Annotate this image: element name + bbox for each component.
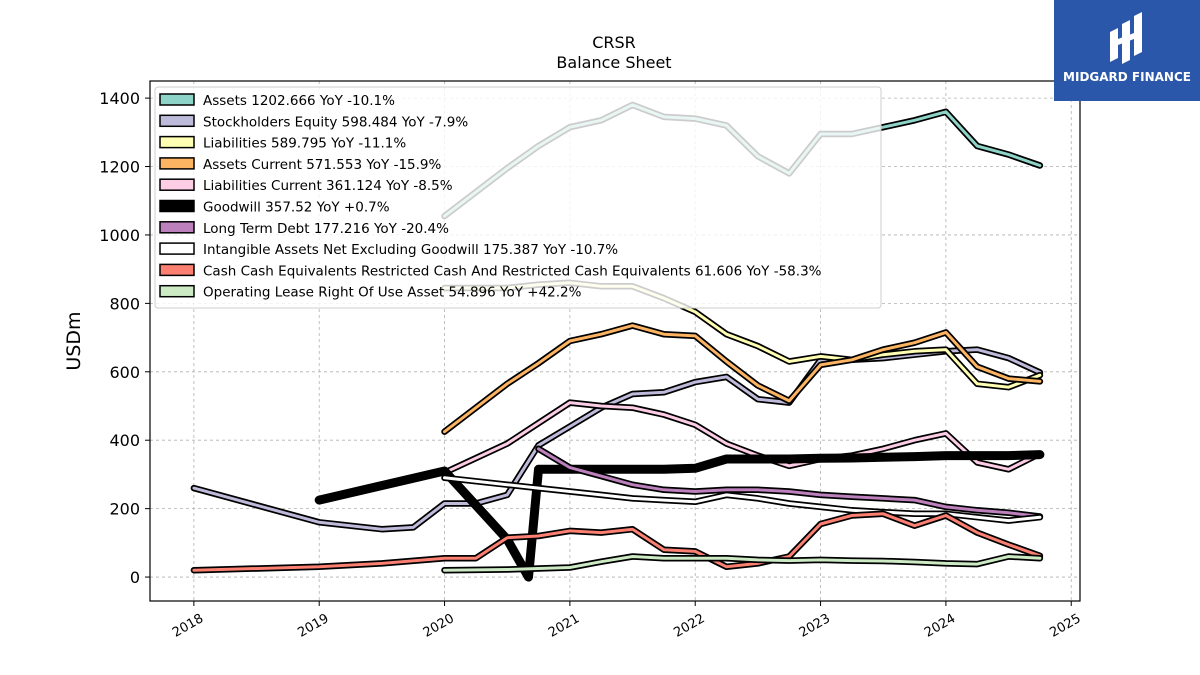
legend-swatch-2 [159,114,195,128]
logo-mark-icon [1110,12,1142,64]
chart-subtitle: Balance Sheet [556,53,671,72]
legend-box [154,86,882,309]
legend-label-6: Goodwill 357.52 YoY +0.7% [203,200,390,216]
legend-swatch-9 [159,263,195,277]
logo-text: MIDGARD FINANCE [1063,70,1191,84]
midgard-finance-logo: MIDGARD FINANCE [1054,0,1200,101]
x-tick-label: 2019 [295,611,331,641]
x-tick-label: 2018 [170,611,206,641]
legend-swatch-8 [159,242,195,255]
legend-label-9: Cash Cash Equivalents Restricted Cash An… [203,263,822,279]
legend-label-2: Stockholders Equity 598.484 YoY -7.9% [203,114,468,130]
legend-swatch-10 [159,284,195,298]
legend-label-8: Intangible Assets Net Excluding Goodwill… [203,242,618,258]
series-outline-6 [314,450,1045,582]
x-tick-label: 2021 [546,611,582,641]
y-tick-label: 600 [109,363,140,382]
legend: Assets 1202.666 YoY -10.1% Stockholders E… [154,86,882,309]
legend-swatch-5 [159,178,195,191]
y-tick-label: 400 [109,431,140,450]
axis-ticks: 0 200 400 600 800 1000 1200 1400 2018 2019 2020 202… [99,89,1083,641]
legend-label-4: Assets Current 571.553 YoY -15.9% [203,157,442,173]
y-tick-label: 1400 [99,89,140,108]
y-tick-label: 1200 [99,158,140,177]
legend-label-5: Liabilities Current 361.124 YoY -8.5% [203,178,453,194]
plot-frame [149,80,1081,602]
x-tick-label: 2023 [797,611,833,641]
x-tick-label: 2025 [1047,611,1083,641]
legend-swatch-1 [159,93,195,106]
y-tick-label: 200 [109,500,140,519]
legend-label-10: Operating Lease Right Of Use Asset 54.89… [203,285,582,301]
series-line-9 [192,512,1042,572]
chart-title: CRSR [592,33,636,52]
series-line-4 [443,324,1042,434]
x-tick-label: 2022 [671,611,707,641]
y-tick-label: 1000 [99,226,140,245]
legend-label-1: Assets 1202.666 YoY -10.1% [203,93,395,109]
y-tick-label: 0 [130,568,140,587]
y-tick-label: 800 [109,294,140,313]
x-tick-label: 2024 [922,611,958,641]
x-tick-label: 2020 [421,611,457,641]
legend-swatch-7 [159,221,195,234]
series-line-10 [443,555,1042,572]
legend-swatch-3 [159,135,195,149]
legend-swatch-4 [159,157,195,170]
series-line-7 [537,447,1042,518]
legend-label-7: Long Term Debt 177.216 YoY -20.4% [203,221,449,237]
y-axis-label: USDm [63,311,85,370]
legend-swatch-6 [159,199,195,213]
legend-label-3: Liabilities 589.795 YoY -11.1% [203,136,406,152]
